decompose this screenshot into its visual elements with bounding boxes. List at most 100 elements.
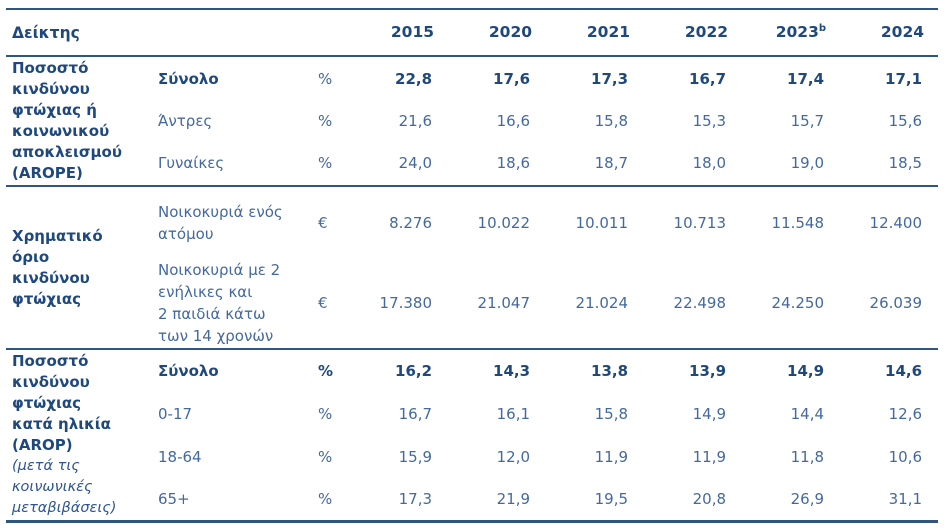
value-cell: 19,5 bbox=[594, 490, 629, 509]
table-row: Άντρες % 21,6 16,6 15,8 15,3 15,7 15,6 bbox=[6, 101, 938, 142]
year-superscript: b bbox=[818, 23, 827, 35]
value-cell: 14,9 bbox=[742, 347, 841, 393]
section-arop-by-age: Ποσοστό κινδύνου φτώχιας κατά ηλικία (AR… bbox=[6, 347, 939, 522]
table-row: Γυναίκες % 24,0 18,6 18,7 18,0 19,0 18,5 bbox=[6, 141, 938, 186]
value-cell: 11,9 bbox=[692, 447, 727, 466]
table-row: 18-64 % 15,9 12,0 11,9 11,9 11,8 10,6 bbox=[6, 435, 938, 478]
row-label: Νοικοκυριά με 2 ενήλικες και 2 παιδιά κά… bbox=[158, 261, 281, 345]
column-header-indicator: Δείκτης bbox=[6, 9, 351, 57]
unit-cell: % bbox=[308, 55, 351, 101]
section-title-text: Ποσοστό κινδύνου φτώχιας κατά ηλικία (AR… bbox=[12, 352, 111, 454]
value-cell: 31,1 bbox=[888, 490, 923, 509]
value-cell: 16,7 bbox=[398, 404, 433, 423]
value-cell: 18,7 bbox=[594, 154, 629, 173]
row-label: 65+ bbox=[158, 490, 190, 509]
table-row: Χρηματικό όριο κινδύνου φτώχιας Νοικοκυρ… bbox=[6, 185, 939, 349]
value-cell: 17.380 bbox=[379, 294, 433, 312]
row-label: 18-64 bbox=[158, 447, 202, 466]
value-cell: 14,3 bbox=[448, 347, 547, 393]
year-label: 2020 bbox=[488, 23, 533, 42]
column-header-year-2022: 2022 bbox=[644, 9, 743, 57]
value-cell: 26,9 bbox=[790, 490, 825, 509]
table-row: Νοικοκυριά με 2 ενήλικες και 2 παιδιά κά… bbox=[6, 258, 938, 349]
unit-cell: % bbox=[318, 154, 333, 173]
unit-cell: % bbox=[318, 404, 333, 423]
value-cell: 11,8 bbox=[790, 447, 825, 466]
value-cell: 16,2 bbox=[350, 347, 449, 393]
unit-cell: € bbox=[308, 185, 351, 258]
value-cell: 11,9 bbox=[594, 447, 629, 466]
value-cell: 13,8 bbox=[546, 347, 645, 393]
column-header-year-2021: 2021 bbox=[546, 9, 645, 57]
value-cell: 14,9 bbox=[692, 404, 727, 423]
section-title-threshold: Χρηματικό όριο κινδύνου φτώχιας bbox=[6, 185, 150, 349]
section-title-arop: Ποσοστό κινδύνου φτώχιας κατά ηλικία (AR… bbox=[6, 348, 150, 522]
row-label: Σύνολο bbox=[150, 347, 308, 393]
table-row: Ποσοστό κινδύνου φτώχιας ή κοινωνικού απ… bbox=[6, 55, 939, 186]
value-cell: 21,6 bbox=[398, 112, 433, 130]
table-row: 0-17 % 16,7 16,1 15,8 14,9 14,4 12,6 bbox=[6, 392, 938, 435]
value-cell: 15,6 bbox=[888, 112, 923, 130]
value-cell: 22.498 bbox=[673, 294, 727, 312]
value-cell: 14,4 bbox=[790, 404, 825, 423]
value-cell: 10,6 bbox=[888, 447, 923, 466]
year-label: 2021 bbox=[586, 23, 631, 42]
value-cell: 17,4 bbox=[742, 55, 841, 101]
value-cell: 10.713 bbox=[644, 185, 743, 258]
column-header-year-2024: 2024 bbox=[840, 9, 939, 57]
value-cell: 24.250 bbox=[771, 294, 825, 312]
value-cell: 11.548 bbox=[742, 185, 841, 258]
value-cell: 21,9 bbox=[496, 490, 531, 509]
year-label: 2022 bbox=[684, 23, 729, 42]
row-label: Άντρες bbox=[158, 112, 213, 130]
unit-cell: % bbox=[318, 490, 333, 509]
table-header: Δείκτης 2015 2020 2021 2022 2023b 2024 bbox=[6, 9, 939, 57]
unit-cell: % bbox=[308, 347, 351, 393]
value-cell: 19,0 bbox=[790, 154, 825, 173]
section-poverty-threshold: Χρηματικό όριο κινδύνου φτώχιας Νοικοκυρ… bbox=[6, 185, 939, 349]
value-cell: 21.047 bbox=[477, 294, 531, 312]
section-title-text: Ποσοστό κινδύνου φτώχιας ή κοινωνικού απ… bbox=[12, 59, 122, 182]
value-cell: 17,3 bbox=[398, 490, 433, 509]
row-label: Σύνολο bbox=[150, 55, 308, 101]
value-cell: 16,1 bbox=[496, 404, 531, 423]
column-header-year-2020: 2020 bbox=[448, 9, 547, 57]
value-cell: 15,3 bbox=[692, 112, 727, 130]
value-cell: 17,1 bbox=[840, 55, 939, 101]
value-cell: 10.011 bbox=[546, 185, 645, 258]
header-row: Δείκτης 2015 2020 2021 2022 2023b 2024 bbox=[6, 9, 939, 57]
section-subtitle-italic: (μετά τις κοινωνικές μεταβιβάσεις) bbox=[12, 458, 117, 516]
year-label: 2015 bbox=[390, 23, 435, 42]
table-row: 65+ % 17,3 21,9 19,5 20,8 26,9 31,1 bbox=[6, 478, 938, 521]
value-cell: 20,8 bbox=[692, 490, 727, 509]
value-cell: 15,7 bbox=[790, 112, 825, 130]
value-cell: 13,9 bbox=[644, 347, 743, 393]
value-cell: 12,0 bbox=[496, 447, 531, 466]
table-row: Ποσοστό κινδύνου φτώχιας κατά ηλικία (AR… bbox=[6, 347, 939, 522]
value-cell: 17,6 bbox=[448, 55, 547, 101]
column-header-year-2023: 2023b bbox=[742, 9, 841, 57]
value-cell: 15,8 bbox=[594, 112, 629, 130]
value-cell: 18,5 bbox=[888, 154, 923, 173]
value-cell: 22,8 bbox=[350, 55, 449, 101]
value-cell: 18,6 bbox=[496, 154, 531, 173]
unit-cell: € bbox=[318, 294, 328, 312]
value-cell: 8.276 bbox=[350, 185, 449, 258]
value-cell: 12,6 bbox=[888, 404, 923, 423]
value-cell: 14,6 bbox=[840, 347, 939, 393]
value-cell: 18,0 bbox=[692, 154, 727, 173]
value-cell: 17,3 bbox=[546, 55, 645, 101]
year-label: 2024 bbox=[880, 23, 925, 42]
value-cell: 15,9 bbox=[398, 447, 433, 466]
unit-cell: % bbox=[318, 447, 333, 466]
row-label: Νοικοκυριά ενός ατόμου bbox=[150, 185, 308, 258]
row-label: Γυναίκες bbox=[158, 154, 225, 173]
value-cell: 16,7 bbox=[644, 55, 743, 101]
row-label: 0-17 bbox=[158, 404, 193, 423]
poverty-indicators-table: Δείκτης 2015 2020 2021 2022 2023b 2024 Π… bbox=[6, 8, 939, 523]
unit-cell: % bbox=[318, 112, 333, 130]
column-header-year-2015: 2015 bbox=[350, 9, 449, 57]
value-cell: 26.039 bbox=[869, 294, 923, 312]
value-cell: 10.022 bbox=[448, 185, 547, 258]
